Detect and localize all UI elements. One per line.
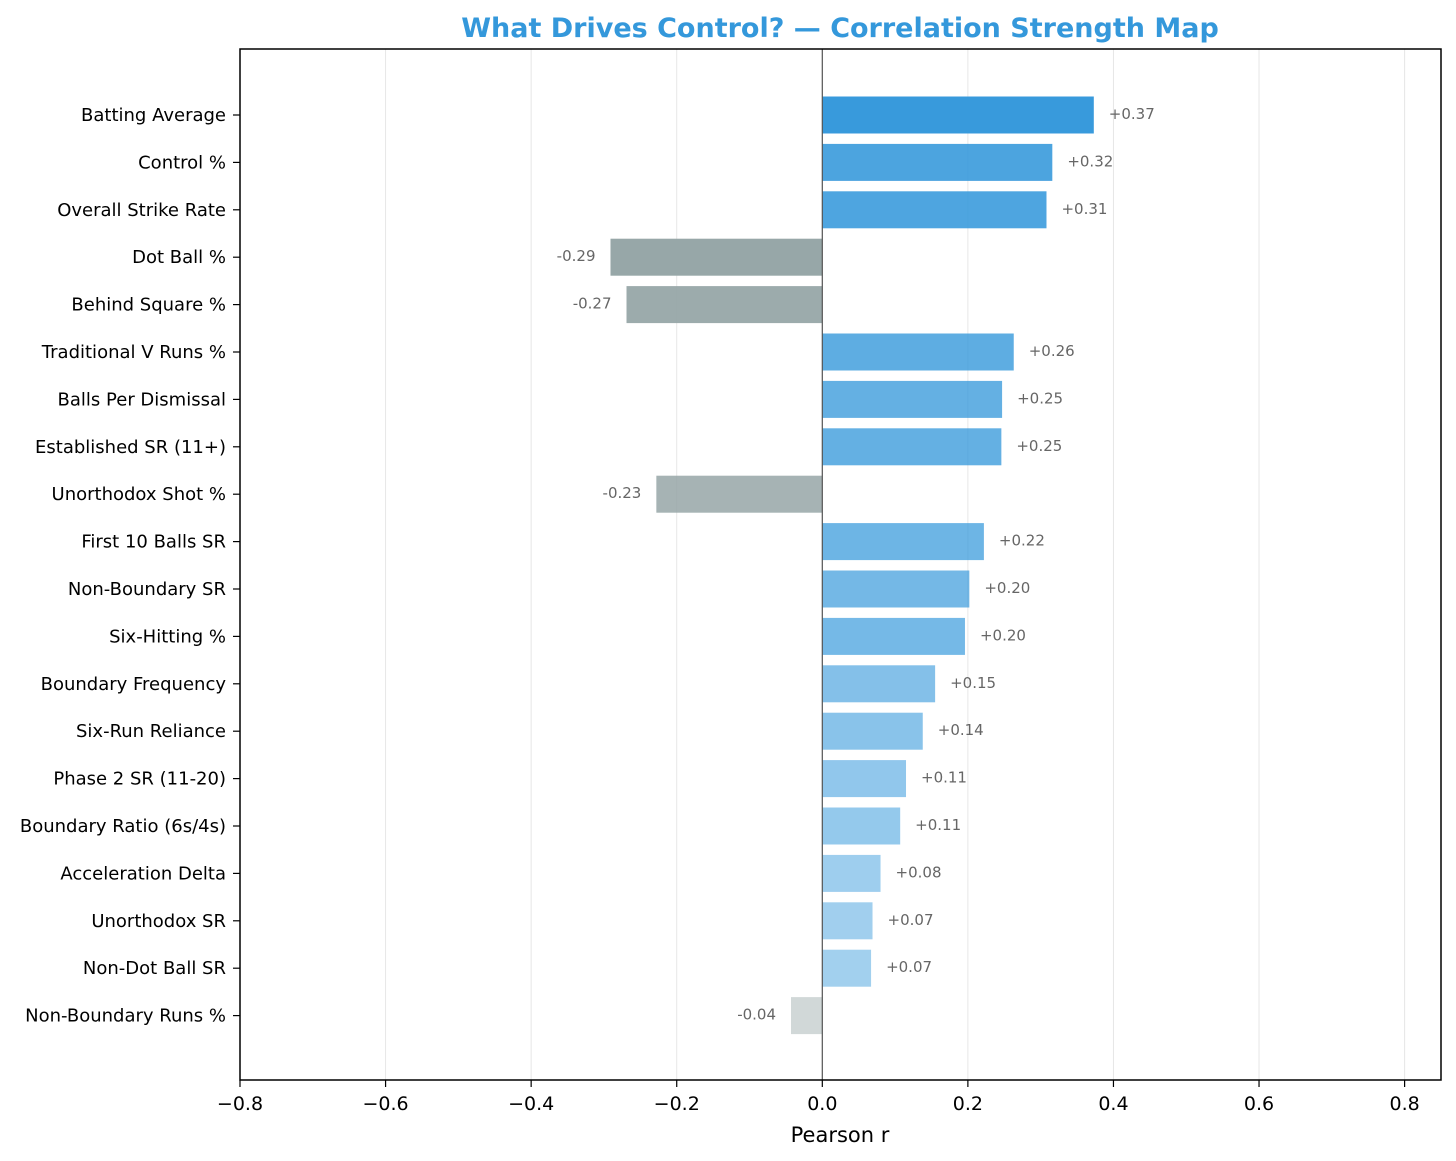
x-tick-label: 0.2 bbox=[953, 1093, 983, 1115]
bar-overall-strike-rate bbox=[822, 191, 1047, 229]
bar-phase-2-sr-11-20 bbox=[822, 760, 907, 798]
x-tick-label: −0.8 bbox=[217, 1093, 263, 1115]
category-label: Established SR (11+) bbox=[35, 437, 226, 458]
bars-group bbox=[610, 96, 1094, 1035]
x-tick-label: 0.4 bbox=[1098, 1093, 1128, 1115]
value-label: +0.14 bbox=[938, 721, 984, 739]
category-label: Traditional V Runs % bbox=[41, 342, 226, 363]
value-label: +0.31 bbox=[1061, 200, 1107, 218]
bar-first-10-balls-sr bbox=[822, 523, 984, 561]
x-tick-label: 0.0 bbox=[807, 1093, 837, 1115]
value-label: -0.29 bbox=[557, 247, 596, 265]
category-label: Six-Hitting % bbox=[109, 626, 226, 647]
category-label: Behind Square % bbox=[71, 295, 226, 316]
bar-established-sr-11 bbox=[822, 428, 1002, 466]
category-label: Balls Per Dismissal bbox=[58, 389, 226, 410]
value-label: -0.27 bbox=[573, 295, 612, 313]
category-label: Batting Average bbox=[81, 105, 226, 126]
x-tick-label: −0.4 bbox=[508, 1093, 554, 1115]
category-label: Six-Run Reliance bbox=[76, 721, 226, 742]
bar-six-hitting bbox=[822, 617, 965, 655]
value-label: +0.25 bbox=[1016, 437, 1062, 455]
value-label: +0.37 bbox=[1109, 105, 1155, 123]
bar-behind-square bbox=[626, 286, 823, 324]
value-label: +0.11 bbox=[915, 816, 961, 834]
x-axis-ticks: −0.8 −0.6 −0.4 −0.2 0.0 0.2 0.4 0.6 0.8 bbox=[217, 1080, 1420, 1115]
bar-non-boundary-runs bbox=[791, 997, 823, 1035]
y-axis-labels: Batting Average Control % Overall Strike R… bbox=[20, 105, 240, 1027]
category-label: Boundary Frequency bbox=[41, 674, 227, 695]
value-label: +0.08 bbox=[896, 863, 942, 881]
bar-batting-average bbox=[822, 96, 1094, 134]
value-label: +0.15 bbox=[950, 674, 996, 692]
bar-non-dot-ball-sr bbox=[822, 949, 872, 987]
value-label: +0.20 bbox=[984, 579, 1030, 597]
value-label: +0.22 bbox=[999, 532, 1045, 550]
category-label: Boundary Ratio (6s/4s) bbox=[20, 816, 226, 837]
bar-six-run-reliance bbox=[822, 712, 923, 750]
value-label: -0.04 bbox=[737, 1006, 776, 1024]
category-label: Non-Dot Ball SR bbox=[83, 958, 226, 979]
category-label: First 10 Balls SR bbox=[81, 532, 226, 553]
bar-unorthodox-shot bbox=[656, 475, 823, 513]
value-label: +0.07 bbox=[888, 911, 934, 929]
category-label: Non-Boundary Runs % bbox=[25, 1006, 226, 1027]
category-label: Dot Ball % bbox=[132, 247, 226, 268]
bar-dot-ball bbox=[610, 238, 823, 276]
x-axis-label: Pearson r bbox=[791, 1123, 890, 1147]
category-label: Unorthodox Shot % bbox=[52, 484, 226, 505]
bar-boundary-ratio-6s-4s bbox=[822, 807, 901, 845]
value-label: +0.26 bbox=[1029, 342, 1075, 360]
bar-boundary-frequency bbox=[822, 665, 936, 703]
category-label: Non-Boundary SR bbox=[68, 579, 226, 600]
x-tick-label: 0.6 bbox=[1244, 1093, 1274, 1115]
category-label: Control % bbox=[138, 152, 226, 173]
category-label: Acceleration Delta bbox=[60, 863, 226, 884]
plot-frame bbox=[239, 48, 1442, 1081]
value-labels: +0.37 +0.32 +0.31 -0.29 -0.27 +0.26 +0.25 +0.25… bbox=[557, 105, 1155, 1024]
x-tick-label: 0.8 bbox=[1389, 1093, 1419, 1115]
category-label: Overall Strike Rate bbox=[57, 200, 226, 221]
category-label: Unorthodox SR bbox=[91, 911, 226, 932]
value-label: +0.20 bbox=[980, 626, 1026, 644]
x-tick-label: −0.2 bbox=[654, 1093, 700, 1115]
category-label: Phase 2 SR (11-20) bbox=[53, 769, 226, 790]
x-tick-label: −0.6 bbox=[363, 1093, 409, 1115]
value-label: +0.25 bbox=[1017, 389, 1063, 407]
bar-traditional-v-runs bbox=[822, 333, 1014, 371]
value-label: +0.11 bbox=[921, 769, 967, 787]
value-label: -0.23 bbox=[603, 484, 642, 502]
bar-acceleration-delta bbox=[822, 854, 881, 892]
bar-unorthodox-sr bbox=[822, 902, 873, 940]
bar-non-boundary-sr bbox=[822, 570, 970, 608]
bar-balls-per-dismissal bbox=[822, 380, 1003, 418]
value-label: +0.07 bbox=[886, 958, 932, 976]
chart-title: What Drives Control? — Correlation Stren… bbox=[461, 13, 1219, 44]
bar-control bbox=[822, 143, 1053, 181]
value-label: +0.32 bbox=[1067, 152, 1113, 170]
